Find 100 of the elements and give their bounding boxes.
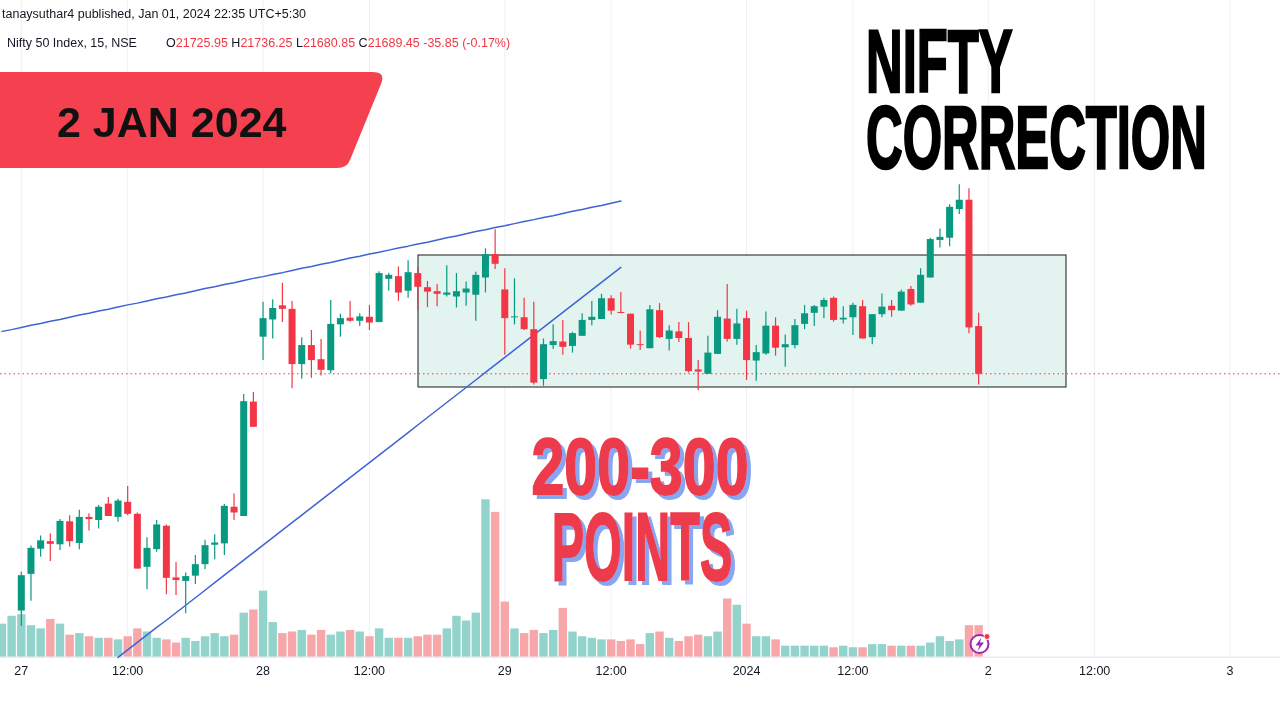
candlestick — [801, 304, 809, 330]
candlestick — [955, 183, 963, 215]
annotation: 200-300 POINTS — [531, 421, 749, 601]
bar — [887, 645, 896, 657]
candlestick — [452, 272, 460, 309]
candlestick — [830, 295, 838, 323]
candlestick — [733, 308, 741, 346]
bar — [403, 637, 413, 657]
candlestick — [617, 291, 625, 314]
candlestick — [820, 297, 828, 319]
candlestick — [46, 532, 54, 562]
bar — [906, 645, 916, 657]
bar — [258, 590, 268, 657]
candlestick — [868, 313, 876, 345]
bar — [75, 633, 84, 657]
bar — [345, 629, 355, 657]
candlestick — [85, 512, 93, 532]
bar — [113, 639, 123, 657]
bar — [519, 633, 529, 657]
bar — [723, 598, 732, 657]
chart-subtitle: 2 JAN 2024 — [57, 98, 287, 146]
bar — [664, 637, 674, 657]
candlestick — [56, 518, 64, 551]
bar — [229, 634, 239, 657]
text: O21725.95 H21736.25 L21680.85 C21689.45 -35.85 (-0.17%) — [166, 36, 511, 50]
candlestick — [37, 534, 45, 558]
candlestick — [907, 285, 915, 307]
x-tick-label: 12:00 — [353, 663, 386, 678]
bar — [268, 622, 277, 657]
bar — [297, 629, 306, 657]
candlestick — [897, 289, 905, 312]
bar — [761, 636, 771, 657]
bar — [732, 604, 742, 657]
candlestick — [124, 485, 132, 516]
bar — [394, 637, 403, 657]
chart-title: NIFTY CORRECTION — [866, 10, 1207, 187]
candlestick — [433, 283, 441, 307]
bar — [558, 607, 568, 657]
candlestick — [723, 283, 731, 343]
candlestick — [568, 331, 576, 354]
candlestick — [269, 298, 277, 340]
candlestick — [336, 313, 344, 338]
candlestick — [675, 321, 683, 343]
candlestick — [791, 318, 799, 349]
bar — [84, 636, 94, 657]
bar — [510, 628, 519, 657]
bar — [858, 647, 867, 657]
candlestick — [307, 329, 315, 379]
bar — [94, 637, 103, 657]
bar — [46, 618, 55, 657]
bar — [645, 633, 655, 657]
candlestick — [704, 335, 712, 375]
candlestick — [549, 323, 557, 350]
candlestick — [636, 329, 644, 351]
candlestick — [665, 324, 673, 351]
candlestick — [143, 536, 151, 590]
bar — [384, 637, 393, 657]
x-tick-label: 29 — [497, 663, 512, 678]
bar — [752, 636, 761, 657]
candlestick — [462, 280, 470, 307]
x-tick-label: 12:00 — [595, 663, 627, 678]
bar — [55, 623, 65, 657]
bar — [848, 647, 858, 657]
candlestick — [114, 498, 122, 523]
x-tick-label: 3 — [1226, 663, 1234, 678]
candlestick — [414, 266, 422, 311]
candlestick — [607, 294, 615, 316]
candlestick — [559, 319, 567, 356]
bar — [868, 644, 877, 657]
candlestick — [520, 297, 528, 331]
candlestick — [781, 333, 789, 368]
x-tick-label: 28 — [256, 663, 271, 678]
candlestick — [394, 265, 402, 302]
x-tick-label: 12:00 — [1079, 663, 1111, 678]
candlestick — [936, 227, 944, 249]
bar — [742, 623, 751, 657]
bar — [606, 639, 616, 657]
candlestick — [317, 338, 325, 377]
candlestick — [878, 292, 886, 318]
candlestick — [278, 282, 286, 323]
candlestick — [849, 302, 857, 336]
candlestick — [472, 271, 480, 322]
candlestick — [346, 300, 354, 323]
bar — [877, 644, 887, 657]
candlestick — [443, 264, 451, 298]
bar — [500, 601, 509, 657]
bar — [781, 645, 790, 657]
text: tanaysuthar4 published, Jan 01, 2024 22:35 UTC+5:30 — [2, 7, 307, 21]
candlestick — [510, 277, 518, 325]
x-tick-label: 12:00 — [837, 663, 869, 678]
candlestick — [365, 304, 373, 331]
bar — [374, 628, 384, 657]
candlestick — [191, 554, 199, 585]
candlestick — [810, 304, 818, 327]
candlestick — [404, 259, 412, 299]
bar — [355, 631, 364, 657]
candlestick — [491, 228, 499, 270]
candlestick — [772, 316, 780, 357]
candlestick — [201, 539, 209, 570]
bar — [239, 612, 248, 657]
